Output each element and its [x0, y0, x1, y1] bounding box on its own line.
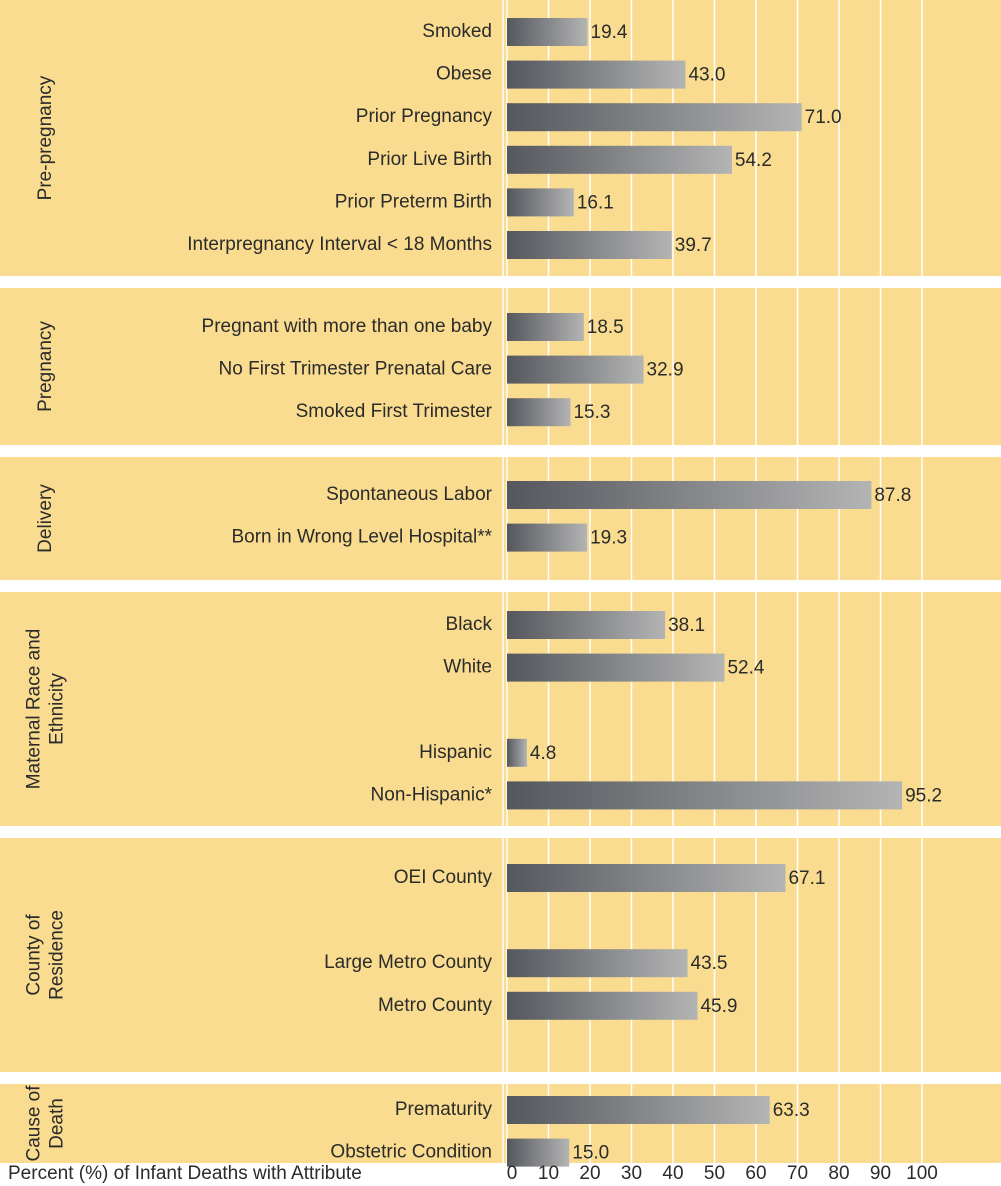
value-label: 16.1	[577, 192, 614, 213]
value-label: 54.2	[735, 150, 772, 171]
bar	[507, 355, 644, 384]
value-label: 71.0	[805, 107, 842, 128]
category-label: Metro County	[378, 995, 493, 1016]
bar	[507, 1096, 770, 1124]
x-tick-label: 50	[704, 1163, 725, 1184]
group-label: Cause of	[24, 1085, 45, 1162]
bar	[507, 398, 571, 427]
value-label: 95.2	[905, 785, 942, 806]
category-label: No First Trimester Prenatal Care	[219, 359, 492, 380]
value-label: 18.5	[587, 317, 624, 338]
bar	[507, 231, 672, 259]
category-label: Large Metro County	[324, 952, 492, 973]
value-label: 52.4	[727, 658, 764, 679]
bar	[507, 145, 732, 174]
value-label: 87.8	[874, 485, 911, 506]
x-tick-label: 20	[579, 1163, 600, 1184]
category-label: Pregnant with more than one baby	[202, 316, 493, 337]
x-tick-label: 90	[870, 1163, 891, 1184]
panel	[0, 1084, 1001, 1163]
group-label: Delivery	[35, 484, 56, 553]
x-tick-label: 80	[828, 1163, 849, 1184]
bar	[507, 60, 686, 89]
category-label: Spontaneous Labor	[326, 484, 493, 505]
value-label: 15.0	[572, 1143, 609, 1164]
value-label: 4.8	[530, 743, 556, 764]
group-label: Death	[47, 1098, 68, 1149]
bar	[507, 188, 574, 217]
category-label: Obstetric Condition	[330, 1142, 492, 1163]
category-label: Obese	[436, 64, 492, 85]
x-tick-label: 0	[507, 1163, 518, 1184]
bar	[507, 1138, 570, 1167]
group-label: Pregnancy	[35, 321, 56, 412]
x-tick-label: 60	[745, 1163, 766, 1184]
group-label: Ethnicity	[47, 673, 68, 745]
panel	[0, 0, 1001, 276]
value-label: 45.9	[700, 996, 737, 1017]
bar	[507, 781, 903, 810]
bar	[507, 611, 666, 639]
value-label: 15.3	[573, 402, 610, 423]
panel	[0, 288, 1001, 445]
x-tick-label: 30	[621, 1163, 642, 1184]
bar	[507, 481, 872, 509]
value-label: 43.5	[691, 953, 728, 974]
value-label: 43.0	[688, 65, 725, 86]
value-label: 38.1	[668, 615, 705, 636]
category-label: OEI County	[394, 867, 493, 888]
category-label: Born in Wrong Level Hospital**	[231, 527, 492, 548]
value-label: 32.9	[647, 360, 684, 381]
category-label: Prior Pregnancy	[356, 106, 493, 127]
value-label: 19.4	[591, 22, 628, 43]
bar	[507, 18, 588, 46]
panel	[0, 457, 1001, 580]
bar	[507, 523, 588, 552]
group-label: County of	[24, 914, 45, 996]
category-label: Prematurity	[395, 1099, 493, 1120]
category-label: Black	[446, 614, 493, 635]
group-label: Maternal Race and	[24, 629, 45, 790]
category-label: Interpregnancy Interval < 18 Months	[187, 234, 492, 255]
bar	[507, 949, 688, 978]
group-label: Residence	[47, 910, 68, 1000]
bar	[507, 653, 725, 682]
value-label: 19.3	[590, 528, 627, 549]
bar	[507, 991, 698, 1020]
bar	[507, 738, 527, 767]
x-tick-label: 70	[787, 1163, 808, 1184]
value-label: 63.3	[773, 1100, 810, 1121]
category-label: Prior Preterm Birth	[335, 191, 492, 212]
category-label: White	[443, 657, 492, 678]
category-label: Prior Live Birth	[367, 149, 492, 170]
x-tick-label: 100	[906, 1163, 938, 1184]
category-label: Smoked	[422, 21, 492, 42]
value-label: 39.7	[675, 235, 712, 256]
value-label: 67.1	[788, 868, 825, 889]
x-axis-label: Percent (%) of Infant Deaths with Attrib…	[8, 1163, 362, 1184]
bar	[507, 313, 584, 341]
category-label: Non-Hispanic*	[371, 784, 493, 805]
bar	[507, 864, 786, 892]
x-tick-label: 40	[662, 1163, 683, 1184]
x-tick-label: 10	[538, 1163, 559, 1184]
category-label: Smoked First Trimester	[296, 401, 493, 422]
bar	[507, 103, 802, 132]
group-label: Pre-pregnancy	[35, 75, 56, 200]
category-label: Hispanic	[419, 742, 492, 763]
panel	[0, 838, 1001, 1072]
